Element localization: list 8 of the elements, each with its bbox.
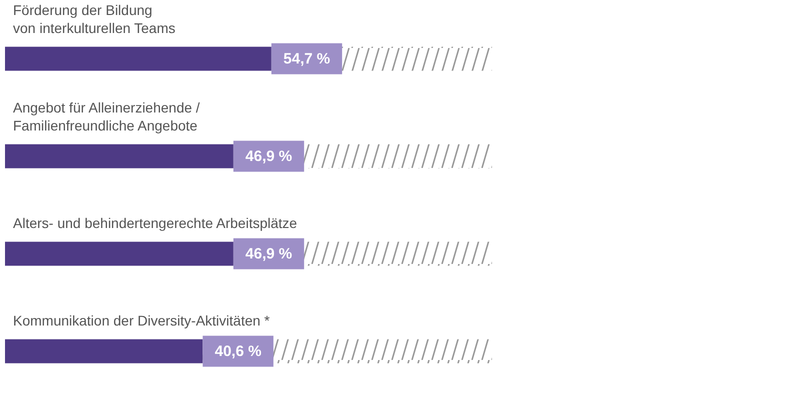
data-label: 40,6 % bbox=[214, 342, 262, 360]
data-label: 46,9 % bbox=[245, 148, 292, 165]
data-label: 54,7 % bbox=[283, 50, 330, 68]
y-tick-label: Förderung der Bildung von interkulturellen Teams bbox=[13, 2, 176, 36]
y-tick-label: Angebot für Alleinerziehende / Familienfreundliche Angebote bbox=[13, 99, 200, 134]
y-tick-label: Alters- und behindertengerechte Arbeitsplätze bbox=[13, 214, 298, 231]
y-tick-label: Kommunikation der Diversity-Aktivitäten * bbox=[13, 312, 270, 328]
data-label: 46,9 % bbox=[245, 245, 292, 262]
